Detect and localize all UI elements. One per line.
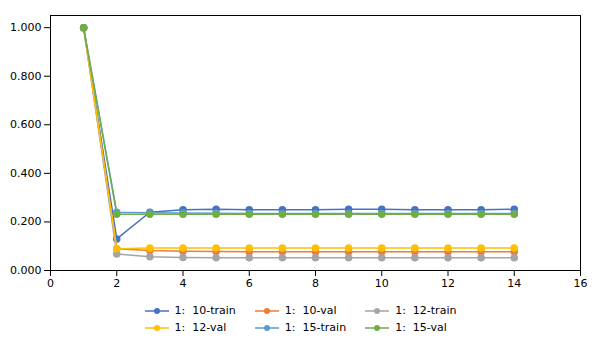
svg-text:12: 12 [441, 277, 455, 290]
svg-text:0.800: 0.800 [10, 70, 42, 83]
svg-text:4: 4 [180, 277, 187, 290]
html-text:1: 12-val: 1: 12-val [174, 321, 227, 334]
html-text:1: 10-val: 1: 10-val [284, 304, 337, 317]
html-text:1: 10-train: 1: 10-train [174, 304, 236, 317]
html-text:1: 12-train: 1: 12-train [395, 304, 457, 317]
html-text:1: 15-train: 1: 15-train [284, 321, 347, 334]
svg-text:10: 10 [375, 277, 389, 290]
svg-text:0: 0 [47, 277, 54, 290]
svg-text:8: 8 [312, 277, 319, 290]
svg-text:0.400: 0.400 [10, 167, 42, 180]
svg-text:1.000: 1.000 [10, 21, 42, 34]
svg-text:14: 14 [507, 277, 521, 290]
svg-text:2: 2 [113, 277, 120, 290]
svg-text:0.600: 0.600 [10, 118, 42, 131]
svg-text:6: 6 [246, 277, 253, 290]
svg-text:0.000: 0.000 [10, 264, 42, 277]
html-text:1: 15-val: 1: 15-val [395, 321, 447, 334]
svg-text:16: 16 [574, 277, 588, 290]
svg-text:0.200: 0.200 [10, 215, 42, 228]
